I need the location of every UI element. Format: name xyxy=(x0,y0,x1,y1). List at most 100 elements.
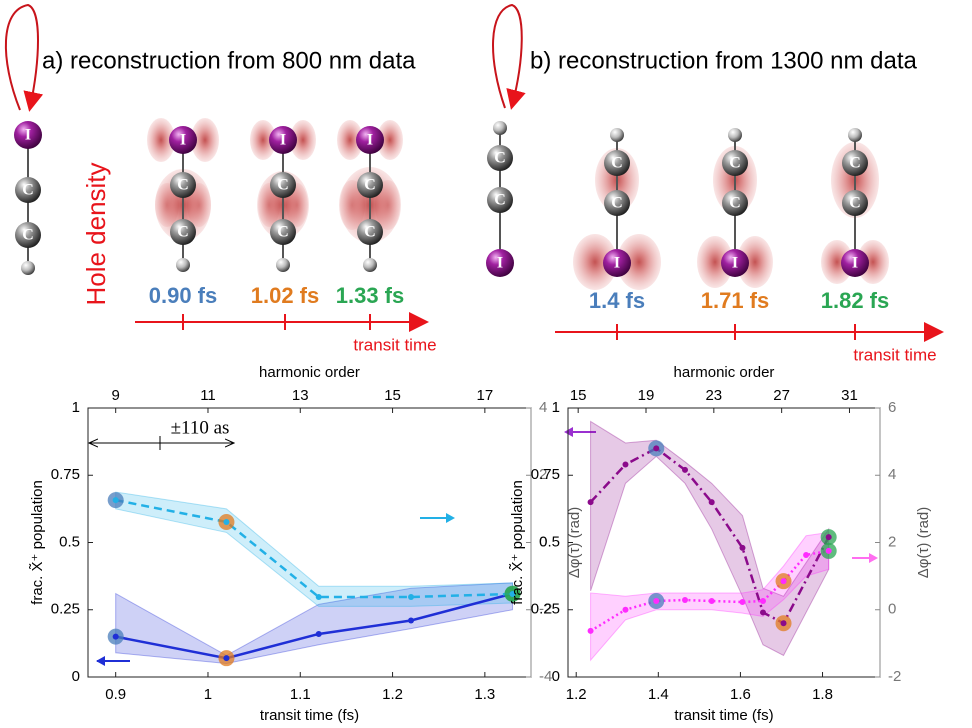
atom xyxy=(357,219,383,245)
y2-tick-label: -4 xyxy=(539,668,552,685)
atom xyxy=(486,249,514,277)
y2-tick-label: 2 xyxy=(888,533,896,550)
y-tick-label: 1 xyxy=(72,399,80,416)
x-axis-label: transit time (fs) xyxy=(674,707,773,724)
point xyxy=(509,590,516,597)
atom-label: C xyxy=(849,195,861,212)
hole-density xyxy=(337,120,363,160)
atom-label: C xyxy=(22,182,34,199)
point xyxy=(223,655,230,662)
point xyxy=(408,593,415,600)
atom xyxy=(363,258,377,272)
point xyxy=(708,598,715,605)
atom xyxy=(14,121,42,149)
point xyxy=(780,578,787,585)
point xyxy=(622,461,629,468)
point xyxy=(112,497,119,504)
atom xyxy=(15,177,41,203)
atom-label: I xyxy=(180,132,186,149)
atom xyxy=(269,126,297,154)
point xyxy=(653,598,660,605)
hole-density xyxy=(250,120,276,160)
y-tick-label: 0.25 xyxy=(51,601,80,618)
atom xyxy=(170,172,196,198)
atom-label: I xyxy=(614,255,620,272)
top-tick-label: 17 xyxy=(477,387,494,404)
hole-density xyxy=(697,236,733,288)
point xyxy=(223,518,230,525)
y-tick-label: 0.25 xyxy=(531,601,560,618)
atom-label: C xyxy=(611,195,623,212)
error-band xyxy=(590,420,830,657)
point xyxy=(408,617,415,624)
point xyxy=(780,620,787,627)
y-axis-label: frac. X̃⁺ population xyxy=(508,480,525,605)
atom-label: C xyxy=(494,150,506,167)
transit-axis-label: transit time xyxy=(853,345,936,364)
axis-arrow xyxy=(869,553,878,563)
top-tick-label: 19 xyxy=(638,387,655,404)
atom xyxy=(603,249,631,277)
series-line xyxy=(115,498,513,599)
point xyxy=(803,551,810,558)
annotation: ±110 as xyxy=(171,417,230,438)
molecules: I C C I C C I C C I C C C C I C C I C C I C C I xyxy=(14,118,889,290)
atom xyxy=(604,150,630,176)
hole-density xyxy=(857,240,889,284)
y2-tick-label: 2 xyxy=(539,466,547,483)
rotation-arrow xyxy=(492,3,526,110)
point xyxy=(739,599,746,606)
atom-label: C xyxy=(277,177,289,194)
atom xyxy=(728,128,742,142)
atom xyxy=(487,145,513,171)
atom xyxy=(848,128,862,142)
x-tick-label: 1.1 xyxy=(290,686,311,703)
x-tick-label: 1 xyxy=(204,686,212,703)
atom-label: C xyxy=(729,195,741,212)
y-tick-label: 0.75 xyxy=(531,466,560,483)
top-tick-label: 11 xyxy=(200,387,216,404)
hole-density xyxy=(377,120,403,160)
hole-density xyxy=(617,234,661,290)
hole-density xyxy=(147,118,175,162)
axis-arrow xyxy=(446,513,455,523)
atom xyxy=(21,261,35,275)
axis-arrow xyxy=(96,656,105,666)
y-tick-label: 0 xyxy=(72,668,80,685)
y-tick-label: 1 xyxy=(552,399,560,416)
atom xyxy=(356,126,384,154)
atom xyxy=(722,190,748,216)
atom xyxy=(610,128,624,142)
atom xyxy=(270,219,296,245)
hole-density xyxy=(573,234,617,290)
atom-label: C xyxy=(849,155,861,172)
hole-density xyxy=(737,236,773,288)
y2-tick-label: 6 xyxy=(888,399,896,416)
point xyxy=(739,544,746,551)
atom-label: I xyxy=(25,127,31,144)
x-tick-label: 1.2 xyxy=(566,686,587,703)
transit-axis-label: transit time xyxy=(353,335,436,354)
atom-label: C xyxy=(494,192,506,209)
panel-title: b) reconstruction from 1300 nm data xyxy=(530,47,918,74)
error-band xyxy=(590,531,830,662)
x-tick-label: 1.4 xyxy=(648,686,669,703)
hole-density xyxy=(290,120,316,160)
point xyxy=(587,499,594,506)
y2-tick-label: 4 xyxy=(888,466,896,483)
top-axis-label: harmonic order xyxy=(259,364,360,381)
time-label: 1.02 fs xyxy=(251,283,320,308)
point xyxy=(653,445,660,452)
atom-label: I xyxy=(367,132,373,149)
point xyxy=(315,593,322,600)
x-tick-label: 1.2 xyxy=(382,686,403,703)
atom-label: C xyxy=(22,227,34,244)
point xyxy=(587,627,594,634)
hole-density xyxy=(821,240,853,284)
top-tick-label: 9 xyxy=(112,387,120,404)
point xyxy=(112,633,119,640)
top-axis-label: harmonic order xyxy=(674,364,775,381)
hole-density xyxy=(191,118,219,162)
atom xyxy=(169,126,197,154)
